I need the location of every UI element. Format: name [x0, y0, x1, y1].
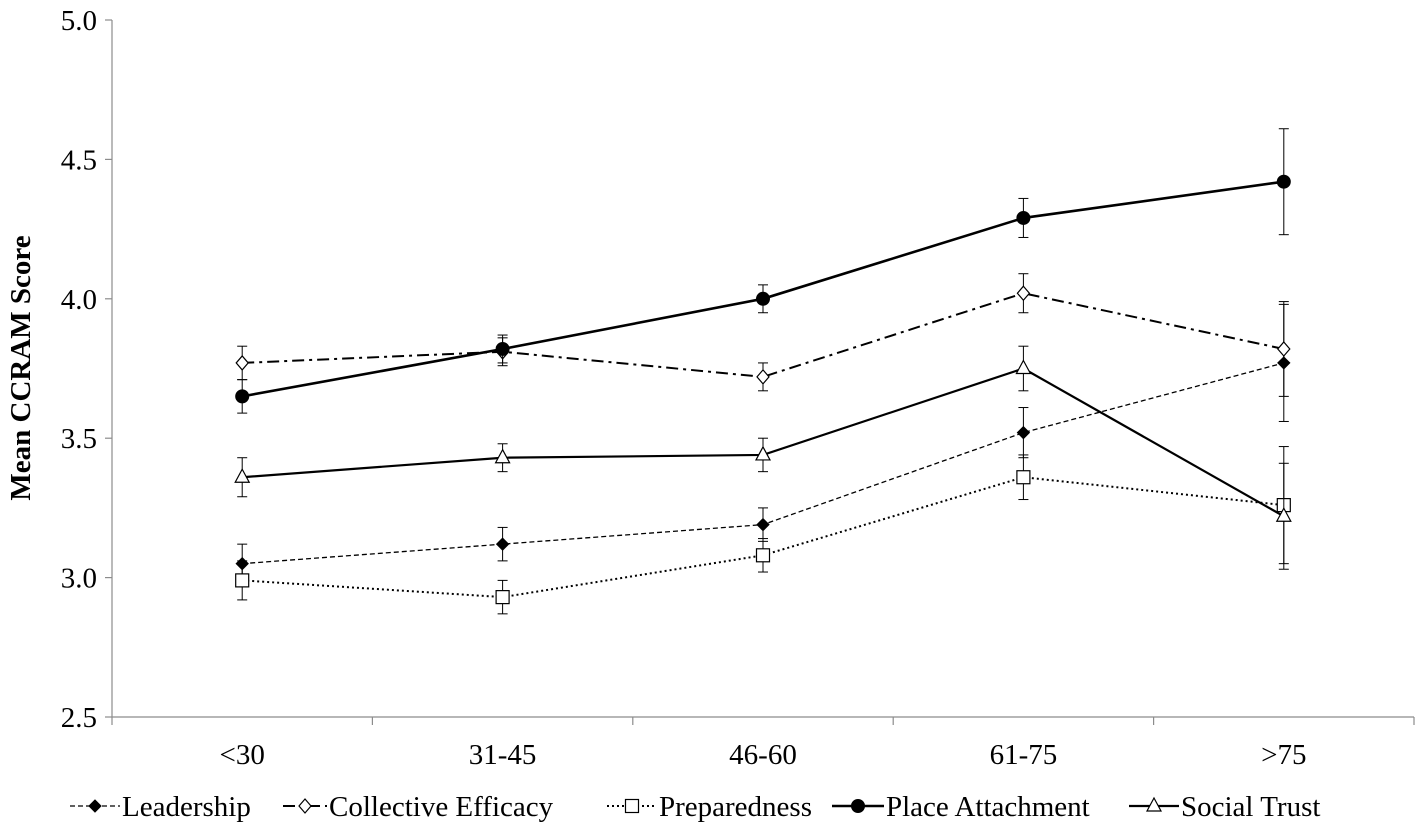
y-axis-title: Mean CCRAM Score	[5, 235, 37, 500]
data-point-collective-efficacy	[1277, 341, 1291, 357]
series-line-collective-efficacy	[242, 292, 1285, 378]
legend-swatch-marker	[298, 798, 312, 814]
data-point-place-attachment	[1276, 174, 1291, 189]
x-tick-label: >75	[1261, 739, 1306, 771]
data-point-place-attachment	[495, 341, 510, 356]
data-point-preparedness	[495, 590, 510, 605]
x-tick-label: 46-60	[729, 739, 797, 771]
x-tick-label: 61-75	[990, 739, 1058, 771]
legend-label: Collective Efficacy	[329, 791, 554, 823]
data-point-social-trust	[234, 467, 251, 483]
y-tick-label: 5.0	[61, 5, 97, 37]
series-layer	[234, 128, 1292, 615]
legend-item-collective-efficacy: Collective Efficacy	[283, 791, 554, 823]
y-tick-label: 2.5	[61, 702, 97, 734]
x-tick-labels: <30 31-45 46-60 61-75 >75	[220, 739, 1307, 771]
data-point-leadership	[1016, 425, 1031, 440]
series-social-trust	[234, 345, 1292, 570]
legend-label: Place Attachment	[886, 791, 1090, 823]
data-point-social-trust	[494, 448, 511, 464]
data-point-social-trust	[754, 445, 772, 461]
data-point-preparedness	[235, 573, 250, 588]
x-tick-label: 31-45	[469, 739, 537, 771]
data-point-place-attachment	[1016, 210, 1031, 225]
y-tick-label: 3.0	[61, 563, 97, 595]
y-tick-label: 4.0	[61, 284, 97, 316]
legend-swatch-marker	[88, 799, 102, 813]
legend-swatch-marker	[851, 799, 865, 813]
legend-item-social-trust: Social Trust	[1129, 791, 1320, 823]
data-point-leadership	[495, 537, 510, 551]
axes	[105, 19, 1415, 725]
legend-label: Preparedness	[659, 791, 812, 823]
legend: Leadership Collective Efficacy Preparednes…	[70, 791, 1320, 823]
data-point-preparedness	[1016, 470, 1031, 485]
data-point-collective-efficacy	[235, 355, 249, 371]
data-point-social-trust	[1275, 506, 1292, 522]
data-point-collective-efficacy	[1016, 285, 1031, 302]
legend-swatch-marker	[1145, 796, 1163, 812]
data-point-place-attachment	[756, 291, 770, 306]
y-tick-label: 4.5	[61, 144, 97, 176]
legend-item-place-attachment: Place Attachment	[832, 791, 1090, 823]
series-place-attachment	[235, 128, 1291, 414]
legend-swatch-marker	[624, 798, 640, 814]
data-point-collective-efficacy	[756, 368, 770, 385]
data-point-leadership	[756, 517, 770, 532]
x-tick-label: <30	[220, 739, 265, 771]
y-tick-labels: 2.5 3.0 3.5 4.0 4.5 5.0	[61, 5, 97, 734]
data-point-place-attachment	[235, 389, 250, 404]
legend-item-preparedness: Preparedness	[607, 791, 812, 823]
legend-label: Social Trust	[1181, 791, 1320, 823]
legend-label: Leadership	[122, 791, 251, 823]
y-tick-label: 3.5	[61, 423, 97, 455]
data-point-social-trust	[1015, 359, 1032, 375]
legend-item-leadership: Leadership	[70, 791, 251, 823]
data-point-preparedness	[755, 548, 771, 563]
